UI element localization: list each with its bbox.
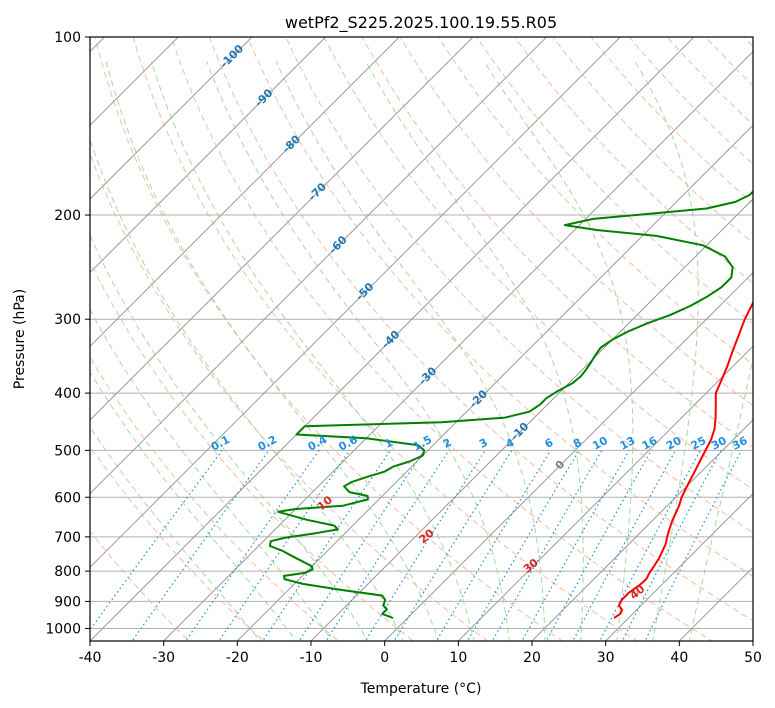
mixing-ratio-label: 16 xyxy=(640,434,660,453)
moist-adiabat-line xyxy=(275,61,546,641)
mixing-ratio-line xyxy=(491,450,603,641)
y-tick-label: 900 xyxy=(54,594,81,610)
mixing-ratio-label: 30 xyxy=(709,434,729,453)
isotherm-line xyxy=(531,419,753,641)
mixing-ratio-line xyxy=(393,450,513,641)
mixing-ratio-line xyxy=(364,450,486,641)
isotherm-line xyxy=(90,37,622,569)
x-axis-label: Temperature (°C) xyxy=(360,681,482,697)
y-tick-label: 100 xyxy=(54,30,81,46)
dry-adiabat-line xyxy=(323,37,753,491)
mixing-ratio-line xyxy=(521,450,630,641)
isotherm-line xyxy=(90,37,180,127)
dry-adiabat-line xyxy=(285,37,753,534)
isotherm-line xyxy=(310,198,753,641)
y-tick-label: 700 xyxy=(54,530,81,546)
x-tick-label: -20 xyxy=(226,650,249,666)
x-tick-label: 10 xyxy=(449,650,467,666)
isotherm-line xyxy=(90,37,327,274)
mixing-ratio-label: 36 xyxy=(730,434,750,453)
dry-adiabat-line xyxy=(666,37,753,126)
y-tick-label: 300 xyxy=(54,312,81,328)
isotherm-line xyxy=(90,37,695,641)
isotherm-line xyxy=(457,345,753,641)
y-tick-label: 1000 xyxy=(45,621,81,637)
x-tick-label: 30 xyxy=(597,650,615,666)
dry-adiabat-line xyxy=(247,37,753,577)
y-tick-label: 800 xyxy=(54,564,81,580)
moist-adiabat-line xyxy=(688,355,753,641)
mixing-ratio-line xyxy=(466,450,580,641)
dry-adiabat-line xyxy=(90,445,265,641)
x-tick-label: 40 xyxy=(670,650,688,666)
moist-adiabat-line xyxy=(483,61,634,641)
mixing-ratio-line xyxy=(218,450,351,641)
x-tick-label: 50 xyxy=(744,650,762,666)
mixing-ratio-label: 25 xyxy=(689,434,709,453)
isotherm-line xyxy=(90,37,548,495)
x-tick-label: -40 xyxy=(79,650,102,666)
y-axis-label: Pressure (hPa) xyxy=(12,289,28,389)
isotherm-line xyxy=(90,37,474,421)
moist-adiabat-line xyxy=(150,61,475,641)
x-tick-label: -10 xyxy=(300,650,323,666)
mixing-ratio-line xyxy=(599,450,701,641)
dry-adiabat-line xyxy=(90,260,414,641)
y-tick-label: 500 xyxy=(54,443,81,459)
axis-ticks: -40 -30 -20 -10 0 10 20 30 40 50 100 200 300 400 500 60… xyxy=(45,30,762,666)
dry-adiabat-line xyxy=(170,37,713,641)
moist-adiabat-line xyxy=(365,61,584,641)
dry-adiabat-line xyxy=(361,37,753,448)
moist-adiabat-line xyxy=(90,426,261,641)
isotherm-line xyxy=(90,37,401,348)
y-tick-label: 600 xyxy=(54,490,81,506)
dry-adiabat-line xyxy=(94,37,564,641)
dry-adiabat-line xyxy=(476,37,753,325)
mixing-ratio-label: 13 xyxy=(618,434,638,453)
mixing-ratio-line xyxy=(185,450,320,641)
x-tick-label: 20 xyxy=(523,650,541,666)
y-tick-label: 400 xyxy=(54,386,81,402)
moist-adiabat-line xyxy=(90,371,297,641)
mixing-ratio-line xyxy=(621,450,722,641)
x-tick-label: -30 xyxy=(152,650,175,666)
dry-adiabat-line xyxy=(90,152,489,641)
moist-adiabat-line xyxy=(90,138,404,641)
moist-adiabat-line xyxy=(90,308,333,641)
mixing-ratio-label: 20 xyxy=(664,434,684,453)
chart-title: wetPf2_S225.2025.100.19.55.R05 xyxy=(285,13,557,33)
mixing-ratio-line xyxy=(545,450,652,641)
dry-adiabat-line xyxy=(132,37,638,641)
x-tick-label: 0 xyxy=(380,650,389,666)
plot-frame xyxy=(89,36,754,642)
dry-adiabat-line xyxy=(437,37,753,365)
isotherm-line xyxy=(383,271,753,641)
moist-adiabat-line xyxy=(206,61,510,641)
mixing-ratio-label: 10 xyxy=(590,434,610,453)
mixing-ratio-line xyxy=(435,450,552,641)
data-lines xyxy=(268,190,753,619)
mixing-ratio-line xyxy=(572,450,677,641)
isotherm-line xyxy=(90,37,253,200)
dewpoint-profile-line xyxy=(268,190,753,619)
isotherm-line xyxy=(604,492,753,641)
y-tick-label: 200 xyxy=(54,208,81,224)
moist-adiabat-line xyxy=(634,61,699,641)
temperature-profile-line xyxy=(613,300,753,619)
isotherm-line xyxy=(236,124,753,641)
background-lines xyxy=(90,37,753,641)
